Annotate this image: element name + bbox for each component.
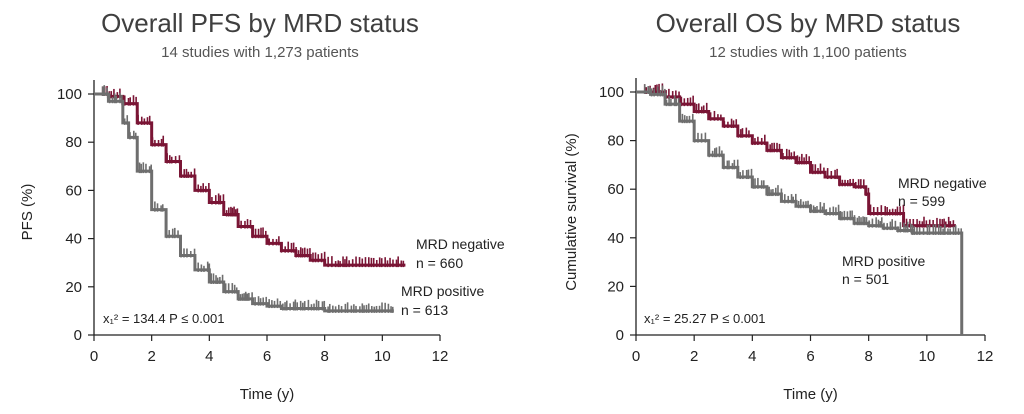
y-tick-label: 20: [65, 279, 82, 296]
x-tick-label: 10: [918, 348, 935, 365]
series-line-mrd-positive: [94, 92, 394, 313]
x-tick-label: 10: [374, 348, 391, 365]
series-label: MRD negative: [898, 175, 987, 191]
y-tick-label: 40: [65, 231, 82, 248]
y-tick-label: 40: [607, 230, 624, 247]
series-n-label: n = 501: [842, 271, 889, 287]
y-tick-label: 100: [599, 84, 624, 101]
x-tick-label: 12: [977, 348, 994, 365]
x-tick-label: 2: [147, 348, 155, 365]
y-tick-label: 60: [65, 182, 82, 199]
x-tick-label: 2: [690, 348, 698, 365]
chi-square-statistic: x₁² = 25.27 P ≤ 0.001: [644, 311, 766, 326]
x-tick-label: 6: [263, 348, 271, 365]
series-n-label: n = 613: [401, 302, 448, 318]
x-tick-label: 0: [90, 348, 98, 365]
y-tick-label: 0: [616, 327, 624, 344]
x-tick-label: 4: [205, 348, 213, 365]
y-tick-label: 20: [607, 278, 624, 295]
chart-title: Overall OS by MRD status: [656, 8, 961, 38]
y-tick-label: 0: [74, 327, 82, 344]
y-axis-label: PFS (%): [19, 184, 36, 241]
y-tick-label: 80: [607, 133, 624, 150]
y-tick-label: 100: [57, 86, 82, 103]
y-axis-label: Cumulative survival (%): [563, 133, 580, 291]
series-n-label: n = 599: [898, 193, 945, 209]
series-label: MRD positive: [842, 253, 925, 269]
series-n-label: n = 660: [416, 255, 463, 271]
axes: [93, 80, 440, 336]
x-axis-label: Time (y): [783, 386, 837, 403]
x-axis-label: Time (y): [240, 386, 294, 403]
y-tick-label: 80: [65, 134, 82, 151]
chart-subtitle: 14 studies with 1,273 patients: [161, 44, 359, 61]
chi-square-statistic: x₁² = 134.4 P ≤ 0.001: [103, 311, 225, 326]
x-tick-label: 8: [864, 348, 872, 365]
x-tick-label: 4: [748, 348, 756, 365]
y-tick-label: 60: [607, 181, 624, 198]
series-label: MRD negative: [416, 236, 505, 252]
chart-subtitle: 12 studies with 1,100 patients: [709, 44, 907, 61]
series-label: MRD positive: [401, 283, 484, 299]
x-tick-label: 12: [432, 348, 449, 365]
x-tick-label: 0: [632, 348, 640, 365]
series-line-mrd-positive: [636, 90, 964, 335]
series-line-mrd-negative: [94, 92, 406, 267]
chart-title: Overall PFS by MRD status: [101, 8, 419, 38]
x-tick-label: 6: [806, 348, 814, 365]
x-tick-label: 8: [320, 348, 328, 365]
